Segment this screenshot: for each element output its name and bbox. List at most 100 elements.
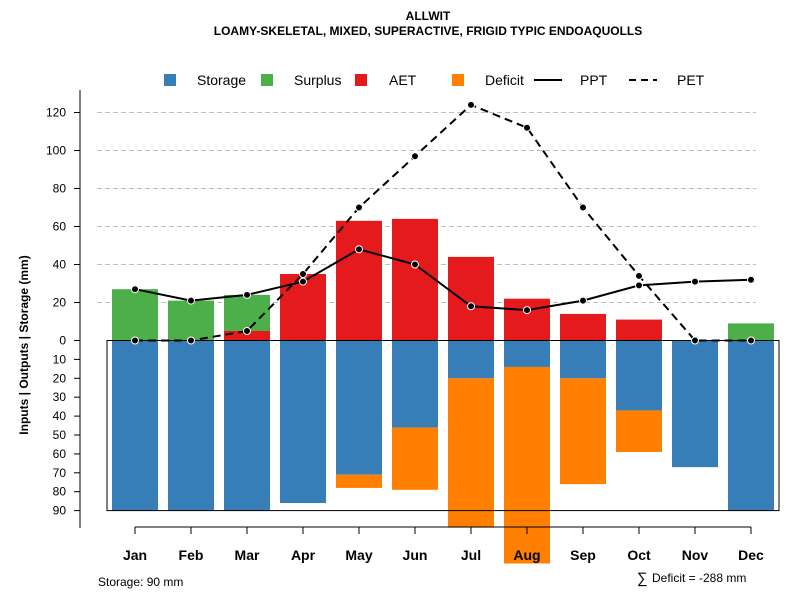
x-tick-label-jan: Jan (123, 547, 147, 563)
storage-bar-dec (728, 340, 774, 511)
deficit-bar-aug (504, 366, 550, 564)
aet-bar-mar (224, 331, 270, 341)
storage-bar-feb (168, 340, 214, 511)
pet-point-jul (467, 100, 475, 109)
ppt-point-apr (299, 277, 307, 286)
pet-point-dec (747, 336, 755, 345)
x-tick-label-mar: Mar (235, 547, 260, 563)
legend-label-pet: PET (677, 72, 705, 88)
pet-point-jan (131, 336, 139, 345)
aet-bar-aug (504, 298, 550, 341)
pet-point-oct (635, 271, 643, 280)
y-tick-label: 80 (53, 182, 67, 196)
ppt-point-jan (131, 285, 139, 294)
pet-point-sep (579, 203, 587, 212)
surplus-bar-mar (224, 294, 270, 331)
y-tick-label: 100 (46, 144, 66, 158)
storage-bar-oct (616, 340, 662, 411)
aet-bar-sep (560, 313, 606, 341)
y-tick-label: 60 (53, 220, 67, 234)
axes: 0 20 40 60 80 100 120 10 20 30 40 50 60 70 80 90 Jan Feb M… (46, 90, 764, 563)
y-tick-label: 40 (53, 258, 67, 272)
ppt-point-dec (747, 275, 755, 284)
pet-point-mar (243, 327, 251, 335)
legend-swatch-storage (164, 74, 176, 86)
deficit-bar-jun (392, 427, 438, 490)
ppt-point-nov (691, 277, 699, 286)
storage-bar-may (336, 340, 382, 475)
pet-point-nov (691, 336, 699, 345)
aet-bar-jul (448, 256, 494, 341)
deficit-bar-jul (448, 378, 494, 528)
pet-point-feb (187, 336, 195, 345)
pet-point-apr (299, 270, 307, 278)
x-tick-label-jul: Jul (461, 547, 481, 563)
storage-note: Storage: 90 mm (98, 575, 183, 589)
legend-swatch-deficit (452, 74, 464, 86)
legend-label-storage: Storage (197, 72, 246, 88)
deficit-note: Deficit = -288 mm (652, 571, 746, 585)
pet-point-aug (523, 123, 531, 132)
aet-bar-oct (616, 319, 662, 341)
y-tick-label: 20 (53, 371, 67, 385)
pet-point-may (355, 203, 363, 212)
deficit-sum-symbol: ∑ (637, 570, 648, 587)
x-tick-label-aug: Aug (513, 547, 540, 563)
x-tick-label-oct: Oct (627, 547, 651, 563)
y-tick-label: 30 (53, 390, 67, 404)
y-axis-label: Inputs | Outputs | Storage (mm) (17, 255, 31, 434)
storage-bar-mar (224, 340, 270, 511)
pet-line (135, 103, 751, 342)
ppt-point-feb (187, 296, 195, 305)
legend-label-ppt: PPT (580, 72, 608, 88)
ppt-point-may (355, 245, 363, 254)
storage-bar-aug (504, 340, 550, 367)
y-tick-label: 60 (53, 447, 67, 461)
y-tick-label: 90 (53, 504, 67, 518)
y-tick-label: 0 (59, 334, 66, 348)
legend: Storage Surplus AET Deficit PPT PET (164, 72, 705, 88)
legend-swatch-aet (355, 74, 367, 86)
ppt-point-mar (243, 290, 251, 299)
legend-swatch-surplus (261, 74, 273, 86)
x-tick-label-sep: Sep (570, 547, 596, 563)
x-tick-label-nov: Nov (682, 547, 709, 563)
bars (106, 218, 780, 564)
aet-bar-jun (392, 218, 438, 341)
legend-label-deficit: Deficit (485, 72, 524, 88)
x-tick-label-may: May (345, 547, 372, 563)
storage-bar-jun (392, 340, 438, 428)
ppt-point-sep (579, 296, 587, 305)
y-tick-label: 120 (46, 106, 66, 120)
ppt-point-oct (635, 281, 643, 290)
deficit-bar-may (336, 474, 382, 488)
x-tick-label-jun: Jun (403, 547, 428, 563)
y-tick-label: 40 (53, 409, 67, 423)
x-tick-label-apr: Apr (291, 547, 316, 563)
x-tick-label-feb: Feb (179, 547, 204, 563)
y-tick-label: 10 (53, 352, 67, 366)
y-tick-label: 20 (53, 296, 67, 310)
ppt-point-jun (411, 260, 419, 269)
deficit-bar-sep (560, 378, 606, 485)
surplus-bar-dec (728, 323, 774, 341)
deficit-bar-oct (616, 410, 662, 453)
chart-subtitle: LOAMY-SKELETAL, MIXED, SUPERACTIVE, FRIG… (214, 24, 642, 38)
ppt-point-aug (523, 306, 531, 315)
series-lines (131, 100, 755, 345)
y-tick-label: 80 (53, 485, 67, 499)
ppt-point-jul (467, 302, 475, 311)
legend-label-surplus: Surplus (294, 72, 341, 88)
pet-point-jun (411, 152, 419, 161)
storage-bar-jan (112, 340, 158, 511)
chart-title: ALLWIT (406, 9, 451, 23)
storage-bar-sep (560, 340, 606, 379)
storage-bar-nov (672, 340, 718, 468)
legend-label-aet: AET (389, 72, 417, 88)
storage-bar-apr (280, 340, 326, 504)
ppt-line (134, 248, 752, 312)
storage-bar-jul (448, 340, 494, 379)
y-tick-label: 70 (53, 466, 67, 480)
surplus-bar-feb (168, 300, 214, 341)
x-tick-label-dec: Dec (738, 547, 764, 563)
